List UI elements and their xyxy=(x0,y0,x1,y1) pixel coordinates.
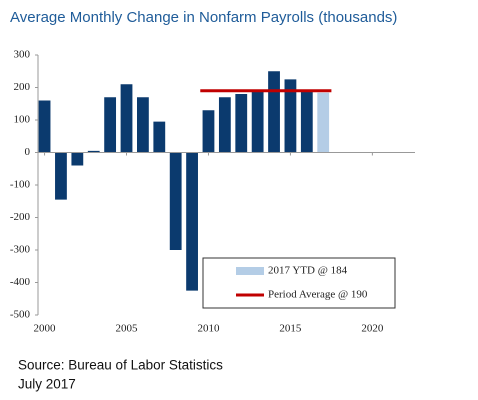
bar xyxy=(202,110,215,153)
bar xyxy=(251,90,264,153)
date: July 2017 xyxy=(18,377,76,392)
bar xyxy=(71,152,84,166)
legend-label: 2017 YTD @ 184 xyxy=(268,265,348,277)
y-tick-label: 100 xyxy=(14,114,31,126)
bar xyxy=(87,150,100,153)
x-tick-label: 2000 xyxy=(34,323,57,335)
chart-title: Average Monthly Change in Nonfarm Payrol… xyxy=(10,9,397,26)
x-tick-label: 2005 xyxy=(116,323,139,335)
source: Source: Bureau of Labor Statistics xyxy=(18,358,223,373)
bar xyxy=(153,121,166,153)
bar xyxy=(104,97,117,153)
bar xyxy=(317,92,330,153)
legend-box xyxy=(202,257,396,309)
legend-label: Period Average @ 190 xyxy=(268,289,368,301)
legend-swatch xyxy=(236,267,264,275)
bar xyxy=(38,100,51,153)
bar xyxy=(284,79,297,153)
y-tick-label: -300 xyxy=(10,244,31,256)
bar xyxy=(120,84,133,153)
y-tick-label: 300 xyxy=(14,49,31,61)
bar xyxy=(218,97,231,153)
bar xyxy=(186,152,198,291)
y-tick-label: -400 xyxy=(10,276,31,288)
bar xyxy=(169,152,182,250)
bar xyxy=(137,97,149,153)
x-tick-label: 2020 xyxy=(361,323,384,335)
bar xyxy=(300,90,313,153)
y-tick-label: 0 xyxy=(25,146,31,158)
bar xyxy=(55,152,67,200)
y-tick-label: -200 xyxy=(10,211,31,223)
x-tick-label: 2010 xyxy=(197,323,220,335)
bar xyxy=(268,71,280,153)
bar xyxy=(235,94,248,153)
y-tick-label: 200 xyxy=(14,81,31,93)
x-tick-label: 2015 xyxy=(279,323,302,335)
y-tick-label: -500 xyxy=(10,309,31,321)
y-tick-label: -100 xyxy=(10,179,31,191)
